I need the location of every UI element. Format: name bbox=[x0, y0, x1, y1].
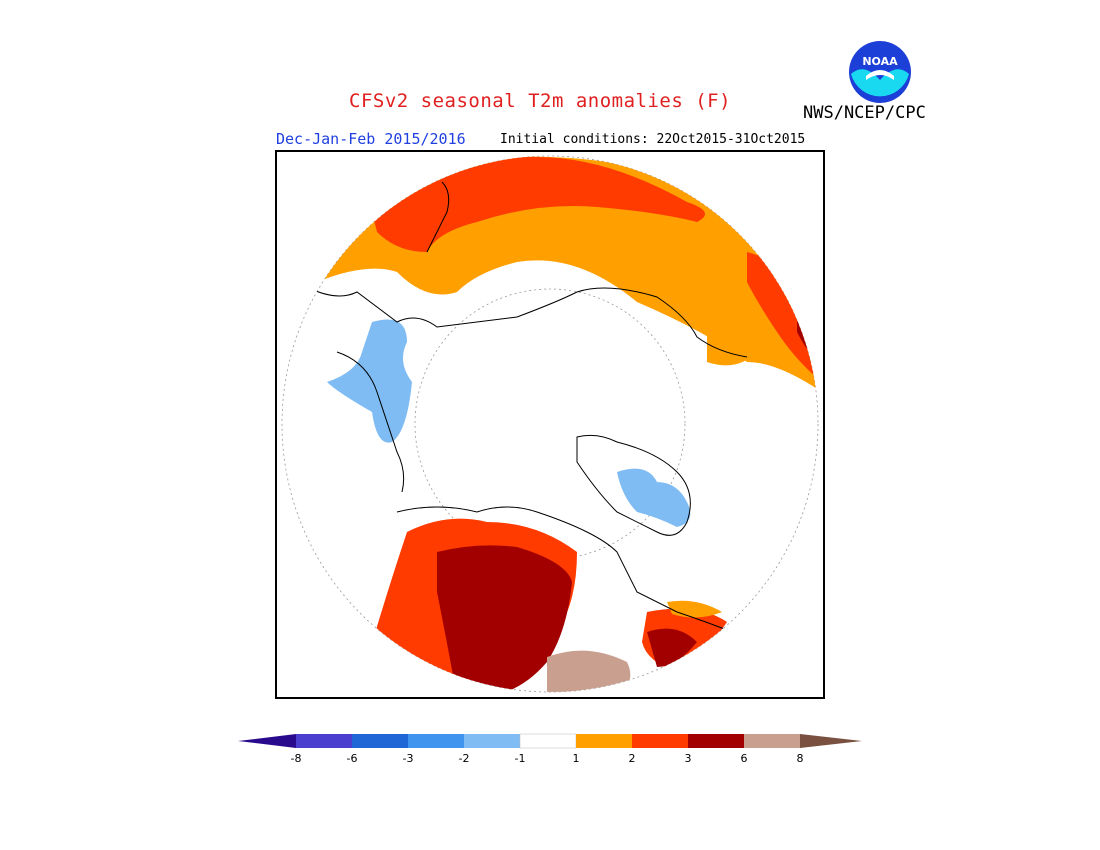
colorbar-arrow-right bbox=[800, 734, 862, 748]
colorbar-segment bbox=[576, 734, 632, 748]
anomaly-region-europe-blue bbox=[327, 319, 412, 443]
season-label: Dec-Jan-Feb 2015/2016 bbox=[276, 130, 466, 148]
colorbar-tick-label: 3 bbox=[684, 752, 692, 765]
colorbar-tick-label: 8 bbox=[796, 752, 804, 765]
anomaly-region-atlantic-darkred bbox=[647, 628, 697, 667]
colorbar-arrow-left bbox=[238, 734, 296, 748]
colorbar bbox=[238, 733, 862, 749]
colorbar-tick-label: 1 bbox=[572, 752, 580, 765]
noaa-logo: NOAA bbox=[849, 41, 911, 103]
colorbar-segment bbox=[632, 734, 688, 748]
anomaly-region-east-asia-red bbox=[747, 252, 818, 382]
colorbar-tick-label: 2 bbox=[628, 752, 636, 765]
anomaly-region-southeast-brown bbox=[547, 650, 631, 692]
map-title: CFSv2 seasonal T2m anomalies (F) bbox=[349, 90, 732, 112]
anomaly-region-eurasia-red bbox=[367, 156, 705, 252]
noaa-logo-text: NOAA bbox=[862, 55, 898, 68]
colorbar-tick-label: -1 bbox=[514, 752, 526, 765]
colorbar-segment bbox=[352, 734, 408, 748]
polar-anomaly-map bbox=[281, 155, 819, 693]
initial-conditions-label: Initial conditions: 22Oct2015-31Oct2015 bbox=[500, 132, 806, 147]
colorbar-segment bbox=[519, 733, 577, 749]
colorbar-segment bbox=[296, 734, 352, 748]
polar-map-panel bbox=[275, 150, 825, 699]
latitude-circle bbox=[414, 288, 686, 560]
colorbar-segment bbox=[744, 734, 800, 748]
colorbar-tick-label: 6 bbox=[740, 752, 748, 765]
colorbar-segment bbox=[408, 734, 464, 748]
agency-label: NWS/NCEP/CPC bbox=[803, 103, 926, 123]
anomaly-region-greenland-blue bbox=[617, 468, 691, 527]
colorbar-tick-label: -3 bbox=[402, 752, 414, 765]
colorbar-tick-label: -8 bbox=[290, 752, 302, 765]
colorbar-tick-label: -6 bbox=[346, 752, 358, 765]
colorbar-tick-label: -2 bbox=[458, 752, 470, 765]
colorbar-segment bbox=[688, 734, 744, 748]
anomaly-region-north-america-darkred bbox=[437, 545, 572, 692]
colorbar-segment bbox=[464, 734, 520, 748]
coastlines bbox=[306, 181, 748, 633]
